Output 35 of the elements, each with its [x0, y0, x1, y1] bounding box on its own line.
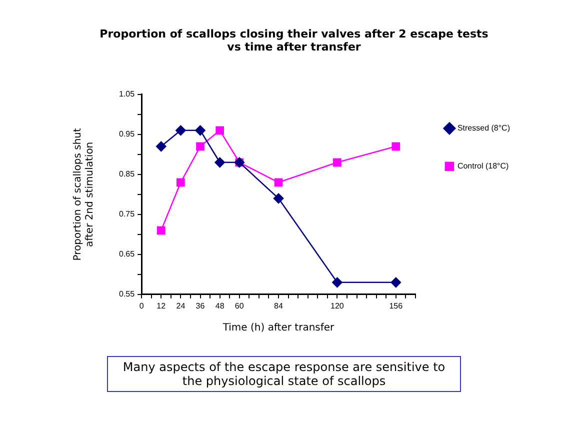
y-tick-label: 0.75: [118, 210, 136, 219]
x-tick-label: 0: [139, 301, 144, 310]
x-tick-label: 120: [330, 301, 344, 310]
point: [392, 142, 400, 151]
point: [196, 142, 204, 151]
legend-label: Stressed (8°C): [457, 124, 510, 133]
point: [176, 125, 186, 136]
x-tick-label: 24: [176, 301, 186, 310]
x-tick-label: 36: [196, 301, 206, 310]
point: [214, 157, 225, 168]
y-tick-label: 1.05: [118, 90, 136, 99]
y-tick-label: 0.95: [118, 130, 136, 139]
x-axis-title: Time (h) after transfer: [222, 322, 336, 334]
point: [156, 141, 166, 152]
x-tick-label: 156: [389, 301, 404, 310]
point: [216, 126, 224, 135]
point: [333, 158, 342, 167]
x-tick-label: 60: [234, 301, 244, 310]
point: [156, 226, 166, 235]
y-axis-title: Proportion of scallops shut after 2nd stimulation: [72, 128, 96, 261]
y-tick-label: 0.65: [118, 250, 136, 259]
point: [195, 125, 206, 136]
point: [332, 277, 342, 288]
point: [274, 178, 283, 187]
y-tick-label: 0.55: [118, 290, 136, 299]
text: Many aspects of the escape response are sensitive to the physiological state of scallops: [107, 356, 461, 392]
x-tick-label: 48: [215, 301, 225, 310]
x-tick-label: 12: [156, 301, 166, 310]
point: [176, 178, 185, 187]
x-tick-label: 84: [274, 301, 284, 310]
point: [390, 277, 402, 288]
chart-title: Proportion of scallops closing their valves after 2 escape tests vs time after transfer: [100, 27, 489, 54]
y-tick-label: 0.85: [118, 170, 136, 179]
legend-label: Control (18°C): [457, 162, 510, 171]
point: [273, 193, 284, 204]
